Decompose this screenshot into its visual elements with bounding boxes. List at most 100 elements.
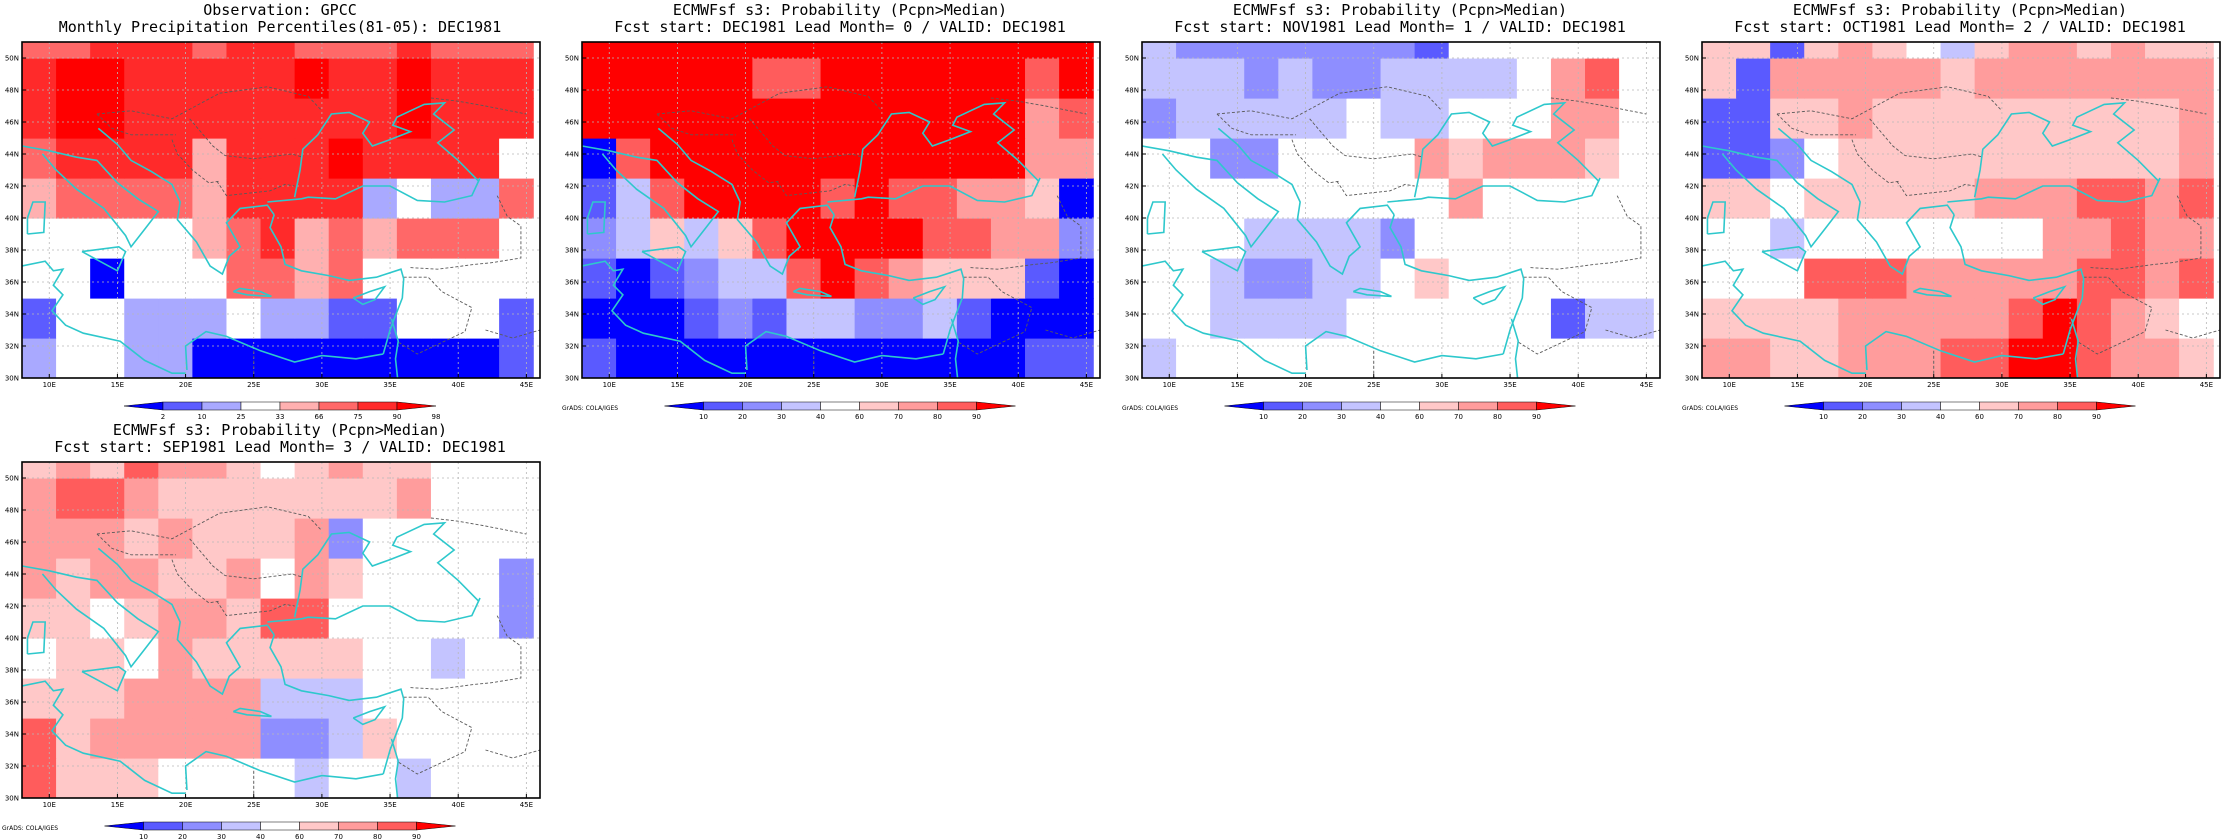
country-border <box>1216 86 1443 120</box>
grid-cell <box>2110 98 2146 139</box>
grid-cell <box>1906 338 1942 378</box>
x-tick-label: 20E <box>739 381 752 389</box>
grid-cell <box>1278 58 1313 99</box>
chart-subtitle: Fcst start: DEC1981 Lead Month= 0 / VALI… <box>614 18 1066 36</box>
x-tick-label: 30E <box>1435 381 1448 389</box>
grid-cell <box>22 718 57 759</box>
coastline <box>1777 127 1955 276</box>
grid-cell <box>499 258 534 299</box>
grid-cell <box>616 258 651 299</box>
grid-cell <box>786 218 822 259</box>
coastline <box>81 245 127 272</box>
grid-cell <box>430 58 466 99</box>
grid-cell <box>124 258 159 299</box>
grid-cell <box>888 218 924 259</box>
grid-cell <box>2008 98 2044 139</box>
colorbar-label: 40 <box>816 413 825 420</box>
coastline <box>2070 318 2080 378</box>
grid-cell <box>1025 298 1060 339</box>
country-border <box>430 97 527 115</box>
grid-cell <box>990 58 1026 99</box>
y-tick-label: 34N <box>565 311 579 319</box>
country-border <box>171 559 220 604</box>
grid-cell <box>1736 298 1771 339</box>
grid-cell <box>1278 42 1313 59</box>
grid-cell <box>616 338 651 378</box>
grid-cell <box>1906 298 1942 339</box>
x-tick-label: 40E <box>2132 381 2145 389</box>
grid-cell <box>888 298 924 339</box>
grid-cell <box>718 98 753 139</box>
grid-cell <box>990 42 1026 59</box>
coastline <box>81 665 127 692</box>
coastline <box>1702 145 1840 249</box>
grid-cell <box>582 42 617 59</box>
grid-cell <box>56 478 91 519</box>
grid-cell <box>396 58 432 99</box>
grid-cell <box>888 258 924 299</box>
grid-cell <box>1838 138 1873 179</box>
country-border <box>656 86 883 120</box>
grid-cell <box>922 178 958 219</box>
grid-cell <box>1448 42 1484 59</box>
y-tick-label: 44N <box>5 151 19 159</box>
grid-cell <box>362 598 398 639</box>
coastline <box>1352 287 1392 298</box>
grid-cell <box>1210 42 1245 59</box>
coastline <box>232 287 272 298</box>
grid-cell <box>465 42 500 59</box>
grid-cell <box>582 338 617 378</box>
grid-cell <box>1176 58 1211 99</box>
grid-cell <box>2145 338 2180 378</box>
coastline <box>390 318 400 378</box>
x-tick-label: 40E <box>452 381 465 389</box>
grid-cell <box>1585 218 1620 259</box>
grid-cell <box>650 218 685 259</box>
grid-cell <box>2110 298 2146 339</box>
colorbar-label: 33 <box>276 413 285 420</box>
grid-cell <box>1550 138 1586 179</box>
y-tick-label: 44N <box>565 151 579 159</box>
grid-cell <box>616 98 651 139</box>
grid-cell <box>1244 178 1279 219</box>
grid-cell <box>1770 218 1805 259</box>
grid-cell <box>2076 58 2112 99</box>
grid-cell <box>396 638 432 679</box>
grid-cell <box>956 338 992 378</box>
coastline <box>792 287 832 298</box>
colorbar-swatch <box>898 401 938 411</box>
y-tick-label: 40N <box>5 215 19 223</box>
grid-cell <box>1142 258 1177 299</box>
grid-cell <box>1940 218 1976 259</box>
grid-cell <box>1414 58 1450 99</box>
grid-cell <box>820 138 856 179</box>
grid-cell <box>1244 258 1279 299</box>
x-tick-label: 40E <box>452 801 465 809</box>
country-border <box>216 600 295 617</box>
colorbar-label: 60 <box>1415 413 1424 420</box>
grid-cell <box>1278 258 1313 299</box>
x-tick-label: 15E <box>1231 381 1244 389</box>
grid-cell <box>430 638 466 679</box>
grid-cell <box>499 758 534 798</box>
grid-cell <box>752 58 788 99</box>
grid-cell <box>1736 98 1771 139</box>
x-tick-label: 15E <box>1791 381 1804 389</box>
grid-cell <box>90 218 125 259</box>
grid-cell <box>684 98 719 139</box>
grid-cell <box>56 518 91 559</box>
grid-cell <box>430 258 466 299</box>
grid-cell <box>192 758 228 798</box>
grid-cell <box>226 718 262 759</box>
grid-cell <box>2179 338 2214 378</box>
grid-cell <box>294 218 330 259</box>
grid-cell <box>328 138 364 179</box>
grid-cell <box>1380 138 1416 179</box>
grid-cell <box>990 138 1026 179</box>
grid-cell <box>2008 42 2044 59</box>
grid-cell <box>650 58 685 99</box>
grid-cell <box>362 478 398 519</box>
colorbar-swatch <box>781 401 821 411</box>
coastline <box>22 260 186 375</box>
grid-cell <box>2145 98 2180 139</box>
